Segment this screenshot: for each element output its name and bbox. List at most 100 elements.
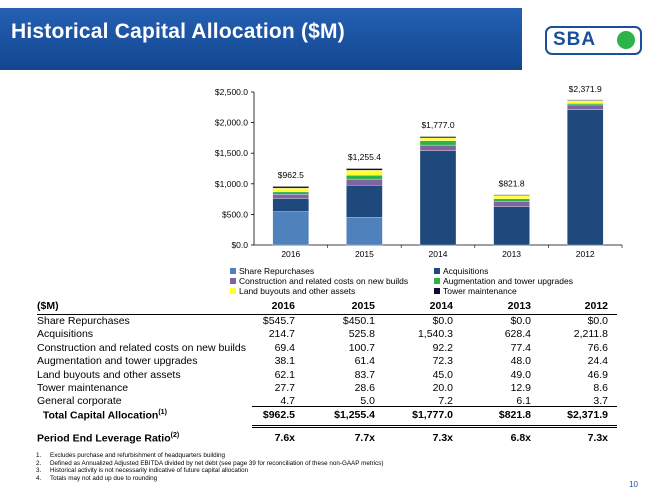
x-tick-label: 2012 bbox=[576, 249, 595, 259]
row-label: Augmentation and tower upgrades bbox=[37, 355, 198, 368]
signal-icon bbox=[617, 31, 635, 49]
footnote-text: Defined as Annualized Adjusted EBITDA di… bbox=[50, 459, 384, 467]
legend-label: Land buyouts and other assets bbox=[239, 286, 356, 296]
legend-label: Augmentation and tower upgrades bbox=[443, 276, 573, 286]
bar-segment-acquisitions bbox=[419, 150, 457, 246]
x-tick-label: 2014 bbox=[429, 249, 448, 259]
x-tick-label: 2013 bbox=[502, 249, 521, 259]
y-tick-label: $1,500.0 bbox=[215, 148, 248, 158]
bar-segment-acquisitions bbox=[346, 185, 383, 218]
bar-segment-share-repurchases bbox=[272, 211, 309, 246]
page-title: Historical Capital Allocation ($M) bbox=[11, 20, 345, 43]
legend-swatch bbox=[434, 278, 440, 284]
table-cell: 7.6x bbox=[274, 432, 295, 444]
table-cell: 2015 bbox=[351, 300, 375, 312]
bar-segment-land-buyouts-and-other-assets bbox=[419, 137, 457, 141]
legend-item: Share Repurchases bbox=[230, 266, 314, 276]
y-tick-label: $500.0 bbox=[222, 209, 248, 219]
legend-item: Augmentation and tower upgrades bbox=[434, 276, 573, 286]
y-tick-label: $2,000.0 bbox=[215, 118, 248, 128]
table-cell: 2014 bbox=[429, 300, 453, 312]
table-row: Land buyouts and other assets 62.1 83.7 45.… bbox=[37, 369, 617, 383]
bar-segment-land-buyouts-and-other-assets bbox=[493, 195, 530, 200]
table-cell: 3.7 bbox=[593, 395, 608, 408]
table-cell: 27.7 bbox=[274, 382, 295, 394]
logo-text: SBA bbox=[553, 29, 597, 50]
table-cell: 77.4 bbox=[510, 341, 531, 354]
table-cell: 2012 bbox=[584, 300, 608, 312]
bar-segment-augmentation-and-tower-upgrades bbox=[419, 140, 457, 146]
total-double-rule bbox=[252, 425, 617, 428]
footnote-ref: (1) bbox=[158, 409, 167, 416]
table-cell: 525.8 bbox=[348, 328, 375, 341]
table-cell: 7.3x bbox=[432, 432, 453, 444]
table-cell: 6.1 bbox=[516, 395, 531, 408]
table-cell: 92.2 bbox=[432, 341, 453, 354]
table-cell: $821.8 bbox=[498, 409, 531, 421]
table-cell: 214.7 bbox=[268, 328, 295, 341]
bar-total-label: $962.5 bbox=[278, 170, 304, 180]
table-cell: 76.6 bbox=[587, 341, 608, 354]
table-cell: 7.3x bbox=[587, 432, 608, 444]
y-tick-label: $1,000.0 bbox=[215, 179, 248, 189]
row-label: Period End Leverage Ratio(2) bbox=[37, 432, 180, 445]
bar-segment-land-buyouts-and-other-assets bbox=[567, 100, 604, 104]
table-cell: 8.6 bbox=[593, 382, 608, 394]
x-tick-label: 2015 bbox=[355, 249, 374, 259]
row-label: General corporate bbox=[37, 395, 122, 408]
bar-segment-augmentation-and-tower-upgrades bbox=[346, 175, 383, 180]
row-label: ($M) bbox=[37, 300, 59, 312]
bar-total-label: $1,255.4 bbox=[348, 152, 381, 162]
bar-segment-augmentation-and-tower-upgrades bbox=[567, 103, 604, 106]
bar-segment-augmentation-and-tower-upgrades bbox=[272, 191, 309, 195]
footnote-number: 4. bbox=[36, 474, 42, 482]
table-cell: $2,371.9 bbox=[567, 409, 608, 421]
table-header-row: ($M) 2016 2015 2014 2013 2012 bbox=[37, 300, 617, 314]
row-label: Total Capital Allocation(1) bbox=[37, 409, 167, 422]
footnote-number: 3. bbox=[36, 467, 42, 475]
table-cell: 38.1 bbox=[274, 355, 295, 368]
legend-item: Land buyouts and other assets bbox=[230, 286, 355, 296]
table-cell: 5.0 bbox=[360, 395, 375, 408]
total-row: Total Capital Allocation(1) $962.5 $1,255.… bbox=[37, 409, 617, 423]
table-cell: 2,211.8 bbox=[573, 328, 608, 341]
table-cell: $0.0 bbox=[432, 315, 453, 327]
bar-segment-land-buyouts-and-other-assets bbox=[346, 170, 383, 176]
table-cell: 2013 bbox=[507, 300, 531, 312]
table-cell: $545.7 bbox=[262, 315, 295, 327]
row-label: Tower maintenance bbox=[37, 382, 129, 394]
footnote-text: Historical activity is not necessarily i… bbox=[50, 467, 249, 475]
table-row: Tower maintenance 27.7 28.6 20.0 12.9 8.6 bbox=[37, 382, 617, 396]
table-cell: $962.5 bbox=[262, 409, 295, 421]
table-cell: 12.9 bbox=[510, 382, 531, 394]
row-label: Construction and related costs on new bu… bbox=[37, 341, 246, 354]
y-tick-label: $0.0 bbox=[231, 240, 248, 250]
bar-segment-construction-and-related-costs-on-new-builds bbox=[419, 144, 457, 151]
footnote-number: 1. bbox=[36, 452, 42, 459]
page-number: 10 bbox=[629, 480, 638, 489]
bar-total-label: $821.8 bbox=[499, 179, 525, 189]
table-cell: $0.0 bbox=[510, 315, 531, 327]
table-cell: 24.4 bbox=[587, 355, 608, 368]
header-rule bbox=[37, 314, 617, 315]
bar-segment-construction-and-related-costs-on-new-builds bbox=[272, 194, 309, 199]
table-cell: 628.4 bbox=[504, 328, 531, 341]
table-cell: 7.7x bbox=[354, 432, 375, 444]
company-logo: SBA bbox=[545, 26, 642, 55]
bar-segment-construction-and-related-costs-on-new-builds bbox=[346, 178, 383, 186]
header: Historical Capital Allocation ($M) SBA bbox=[0, 0, 653, 74]
table-cell: $1,255.4 bbox=[334, 409, 375, 421]
legend-item: Construction and related costs on new bu… bbox=[230, 276, 408, 286]
table-cell: 69.4 bbox=[274, 341, 295, 354]
table-cell: 2016 bbox=[271, 300, 295, 312]
stacked-bar-chart: $0.0 $500.0 $1,000.0 $1,500.0 $2,000.0 $2,500… bbox=[215, 84, 623, 259]
footnote-number: 2. bbox=[36, 459, 42, 467]
bar-segment-acquisitions bbox=[567, 109, 604, 246]
footnote-text: Excludes purchase and refurbishment of h… bbox=[50, 452, 226, 459]
table-cell: $0.0 bbox=[587, 315, 608, 327]
bar-segment-share-repurchases bbox=[346, 217, 383, 246]
legend-item: Tower maintenance bbox=[434, 286, 517, 296]
bar-segment-construction-and-related-costs-on-new-builds bbox=[567, 104, 604, 110]
legend-swatch bbox=[230, 268, 236, 274]
legend-swatch bbox=[230, 288, 236, 294]
